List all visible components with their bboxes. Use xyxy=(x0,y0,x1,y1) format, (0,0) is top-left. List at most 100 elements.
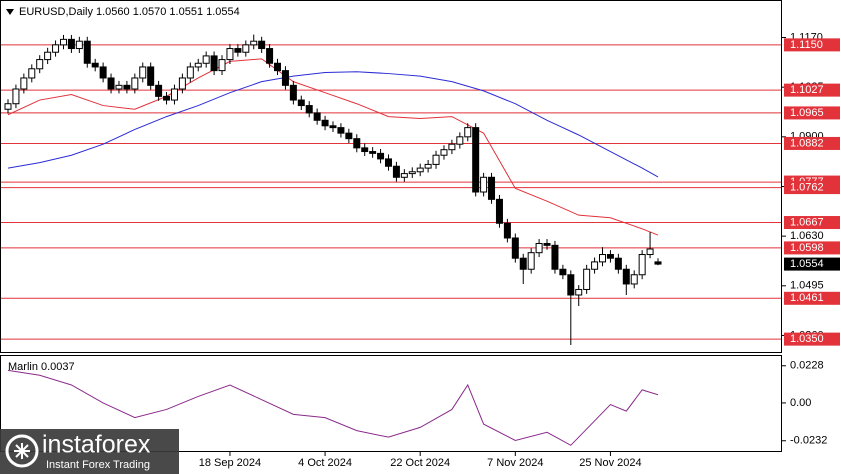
candle-body xyxy=(305,105,313,114)
candle-body xyxy=(186,66,194,79)
candle-body xyxy=(567,274,575,296)
menu-arrow[interactable] xyxy=(6,9,14,15)
price-axis: 1.11701.10351.09001.07651.06301.04951.03… xyxy=(199,31,840,469)
candle-body xyxy=(266,48,274,64)
candle-body xyxy=(424,163,432,169)
candle-body xyxy=(654,261,662,265)
main-frame xyxy=(0,0,782,353)
x-tick-label: 7 Nov 2024 xyxy=(487,457,543,469)
plot-area xyxy=(0,34,782,446)
y-tick-label: 1.0495 xyxy=(790,280,824,292)
level-label-box xyxy=(784,216,840,230)
candle-body xyxy=(258,40,266,50)
candle-body xyxy=(218,59,226,72)
candle-body xyxy=(559,268,567,276)
candle-body xyxy=(170,88,178,101)
candle-body xyxy=(131,77,139,90)
candle-body xyxy=(488,176,496,200)
level-label: 1.0350 xyxy=(790,333,824,345)
candle-body xyxy=(543,242,551,246)
candle-body xyxy=(4,103,12,110)
level-label: 1.0598 xyxy=(790,242,824,254)
level-label: 1.1150 xyxy=(790,39,823,51)
candle-body xyxy=(147,66,155,86)
candle-body xyxy=(226,48,234,61)
moving-average xyxy=(7,71,659,178)
candle-body xyxy=(297,99,305,107)
x-tick-label: 18 Sep 2024 xyxy=(199,457,261,469)
last-price-label: 1.0554 xyxy=(790,258,824,270)
candle-body xyxy=(107,77,115,90)
level-label-box xyxy=(784,136,840,150)
candle-body xyxy=(99,66,107,79)
candle-body xyxy=(519,257,527,270)
candle-body xyxy=(36,59,44,70)
candle-body xyxy=(155,84,163,97)
candle-body xyxy=(503,222,511,239)
candle-body xyxy=(345,132,353,140)
watermark-tagline: Instant Forex Trading xyxy=(46,459,150,471)
candle-body xyxy=(139,66,147,79)
candle-body xyxy=(83,40,91,64)
last-price-box xyxy=(784,257,840,271)
candle-body xyxy=(591,261,599,270)
candle-body xyxy=(408,171,416,175)
level-label-box xyxy=(784,83,840,97)
x-tick-label: 25 Nov 2024 xyxy=(579,457,641,469)
candle-body xyxy=(250,40,258,46)
watermark-brand: instaforex xyxy=(42,431,151,459)
level-label: 1.0882 xyxy=(790,137,824,149)
candle-body xyxy=(456,136,464,145)
chart-title: EURUSD,Daily 1.0560 1.0570 1.0551 1.0554 xyxy=(19,6,240,18)
watermark-logo-mark xyxy=(14,443,30,459)
candle-body xyxy=(281,70,289,86)
level-label-box xyxy=(784,291,840,305)
oscillator-line xyxy=(7,369,659,446)
candle-body xyxy=(353,138,361,149)
candle-body xyxy=(551,244,559,270)
candle-body xyxy=(44,51,52,61)
indicator-frame xyxy=(0,355,782,452)
level-label-box xyxy=(784,181,840,195)
candle-body xyxy=(242,44,250,53)
candle-body xyxy=(480,176,488,193)
level-label: 1.0461 xyxy=(790,292,824,304)
candle-body xyxy=(464,127,472,138)
y-tick-label: 0.00 xyxy=(790,397,811,409)
candle-body xyxy=(448,143,456,151)
candle-body xyxy=(337,127,345,134)
level-label: 1.1027 xyxy=(790,84,824,96)
candle-body xyxy=(163,95,171,101)
candle-body xyxy=(440,149,448,156)
level-label-box xyxy=(784,106,840,120)
candle-body xyxy=(638,254,646,276)
candle-body xyxy=(622,268,630,285)
candle-body xyxy=(416,167,424,173)
candle-body xyxy=(384,158,392,167)
candle-body xyxy=(59,38,67,46)
candle-body xyxy=(392,165,400,178)
y-tick-label: 0.0228 xyxy=(790,360,824,372)
candle-body xyxy=(599,254,607,263)
level-label-box xyxy=(784,38,840,52)
candle-body xyxy=(575,288,583,296)
watermark: instaforex Instant Forex Trading xyxy=(0,429,179,474)
candle-body xyxy=(432,154,440,165)
candle-body xyxy=(67,38,75,50)
candle-body xyxy=(527,252,535,270)
candle-body xyxy=(52,44,60,53)
candle-body xyxy=(178,77,186,90)
candle-body xyxy=(28,68,36,79)
candle-body xyxy=(630,274,638,285)
candle-body xyxy=(606,254,614,259)
candle-body xyxy=(12,88,20,105)
y-tick-label: -0.0232 xyxy=(790,435,827,447)
candle-body xyxy=(234,48,242,53)
candle-body xyxy=(313,112,321,121)
watermark-logo xyxy=(5,434,39,468)
candle-body xyxy=(115,84,123,90)
candle-body xyxy=(361,147,369,153)
candle-body xyxy=(91,62,99,68)
